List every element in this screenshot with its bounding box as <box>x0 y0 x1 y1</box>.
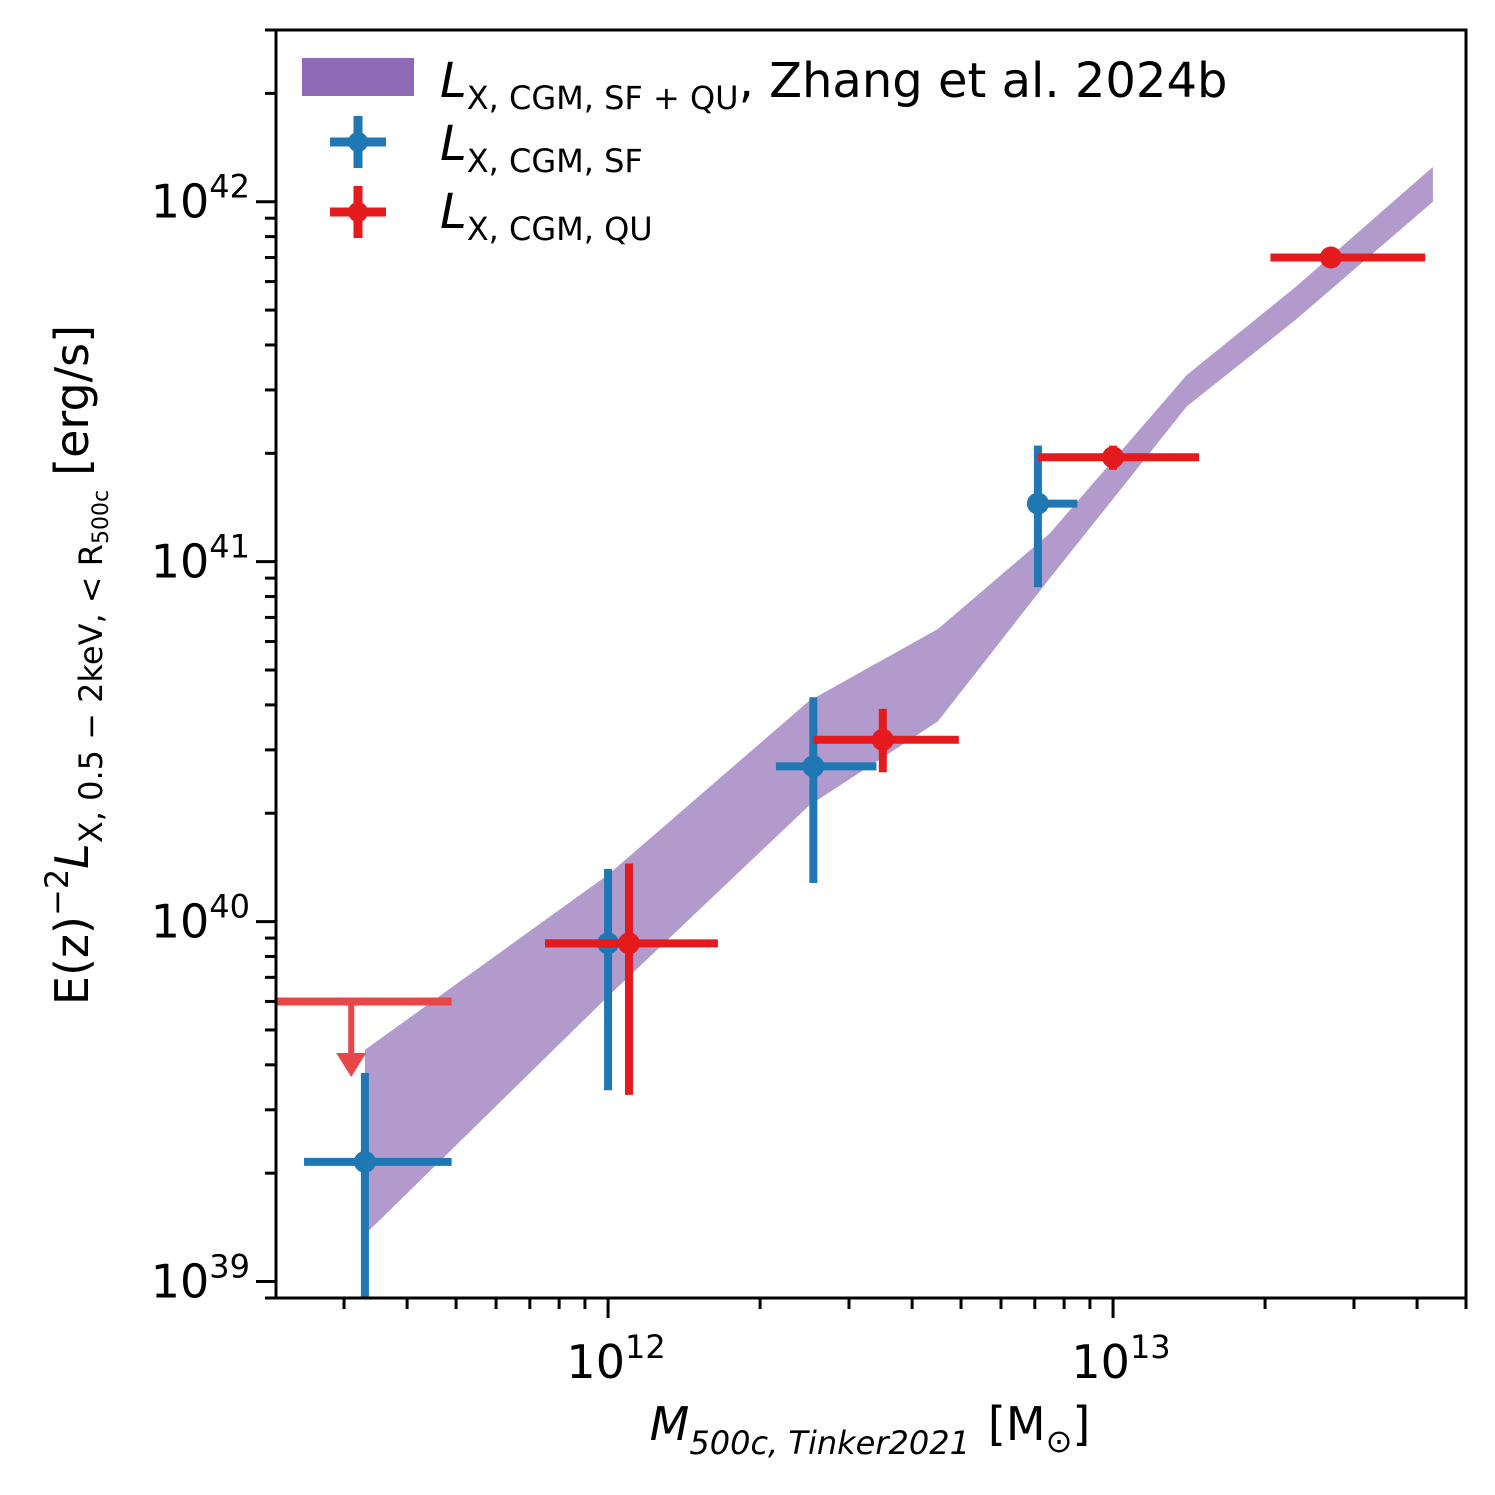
x-label-main: M <box>650 1397 690 1451</box>
point-qu-0 <box>544 863 718 1095</box>
x-tick-base: 10 <box>566 1335 625 1389</box>
y-label-sub: X, 0.5 − 2keV, < R <box>72 544 110 843</box>
legend-sf-main: L <box>440 116 467 172</box>
y-label-main: L <box>45 843 99 869</box>
legend-band-main: L <box>440 53 467 109</box>
upper-limit-arrow-head <box>336 1053 367 1078</box>
plot-frame <box>274 28 1468 1300</box>
legend-qu-sub: X, CGM, QU <box>467 210 653 248</box>
y-tick-base: 10 <box>151 535 210 589</box>
point-sf-0 <box>304 1072 452 1298</box>
y-label-subsub: 500c <box>89 490 114 544</box>
y-label-unit: [erg/s] <box>45 325 99 476</box>
y-tick-base: 10 <box>151 895 210 949</box>
x-tick-base: 10 <box>1071 1335 1130 1389</box>
y-tick-exp: 39 <box>209 1248 250 1286</box>
y-tick-base: 10 <box>151 1255 210 1309</box>
y-tick-label: 1040 <box>151 888 250 949</box>
x-tick-label: 1012 <box>566 1328 665 1389</box>
point-qu-3 <box>1270 246 1426 269</box>
legend-qu-main: L <box>440 184 467 240</box>
legend-sf-label: LX, CGM, SF <box>440 116 643 180</box>
points-layer <box>304 246 1426 1298</box>
data-point <box>871 728 894 751</box>
y-tick-exp: 40 <box>209 888 250 926</box>
y-tick-label: 1042 <box>151 168 250 229</box>
data-point <box>353 1150 376 1173</box>
legend-band-swatch <box>302 58 414 96</box>
data-point <box>802 755 825 778</box>
legend-band-sub: X, CGM, SF + QU <box>467 79 739 117</box>
legend-sf-sub: X, CGM, SF <box>467 142 643 180</box>
legend-sf-marker <box>330 116 386 168</box>
y-tick-base: 10 <box>151 175 210 229</box>
x-tick-exp: 12 <box>625 1328 666 1366</box>
point-sf-3 <box>1026 445 1078 588</box>
legend-band-label: LX, CGM, SF + QU, Zhang et al. 2024b <box>440 53 1227 117</box>
legend-qu-marker <box>330 186 386 238</box>
point-qu-2 <box>1037 445 1200 470</box>
legend-band-tail: , Zhang et al. 2024b <box>739 53 1228 109</box>
x-label-unit-open: [M <box>988 1397 1046 1451</box>
point-qu-1 <box>813 708 959 773</box>
x-axis-label: M500c, Tinker2021 [M⊙] <box>650 1397 1091 1462</box>
data-point <box>1026 492 1049 515</box>
y-tick-label: 1039 <box>151 1248 250 1309</box>
y-tick-label: 1041 <box>151 528 250 589</box>
y-label-prefix: E(z) <box>45 916 99 1005</box>
x-tick-exp: 13 <box>1130 1328 1171 1366</box>
point-sf-2 <box>775 697 877 884</box>
x-label-unit-sub: ⊙ <box>1046 1422 1073 1460</box>
x-label-unit-close: ] <box>1072 1397 1090 1451</box>
y-label-exp: −2 <box>38 869 76 916</box>
y-axis-label: E(z)−2LX, 0.5 − 2keV, < R500c [erg/s] <box>38 325 114 1005</box>
y-tick-exp: 42 <box>209 168 250 206</box>
y-tick-exp: 41 <box>209 528 250 566</box>
data-point <box>617 932 640 955</box>
x-label-sub: 500c, Tinker2021 <box>689 1424 970 1462</box>
legend-qu-label: LX, CGM, QU <box>440 184 653 248</box>
data-point <box>1102 446 1125 469</box>
upper-limit-layer <box>276 997 452 1078</box>
legend: LX, CGM, SF + QU, Zhang et al. 2024b LX,… <box>302 53 1227 248</box>
data-point <box>1319 246 1342 269</box>
x-tick-label: 1013 <box>1071 1328 1170 1389</box>
